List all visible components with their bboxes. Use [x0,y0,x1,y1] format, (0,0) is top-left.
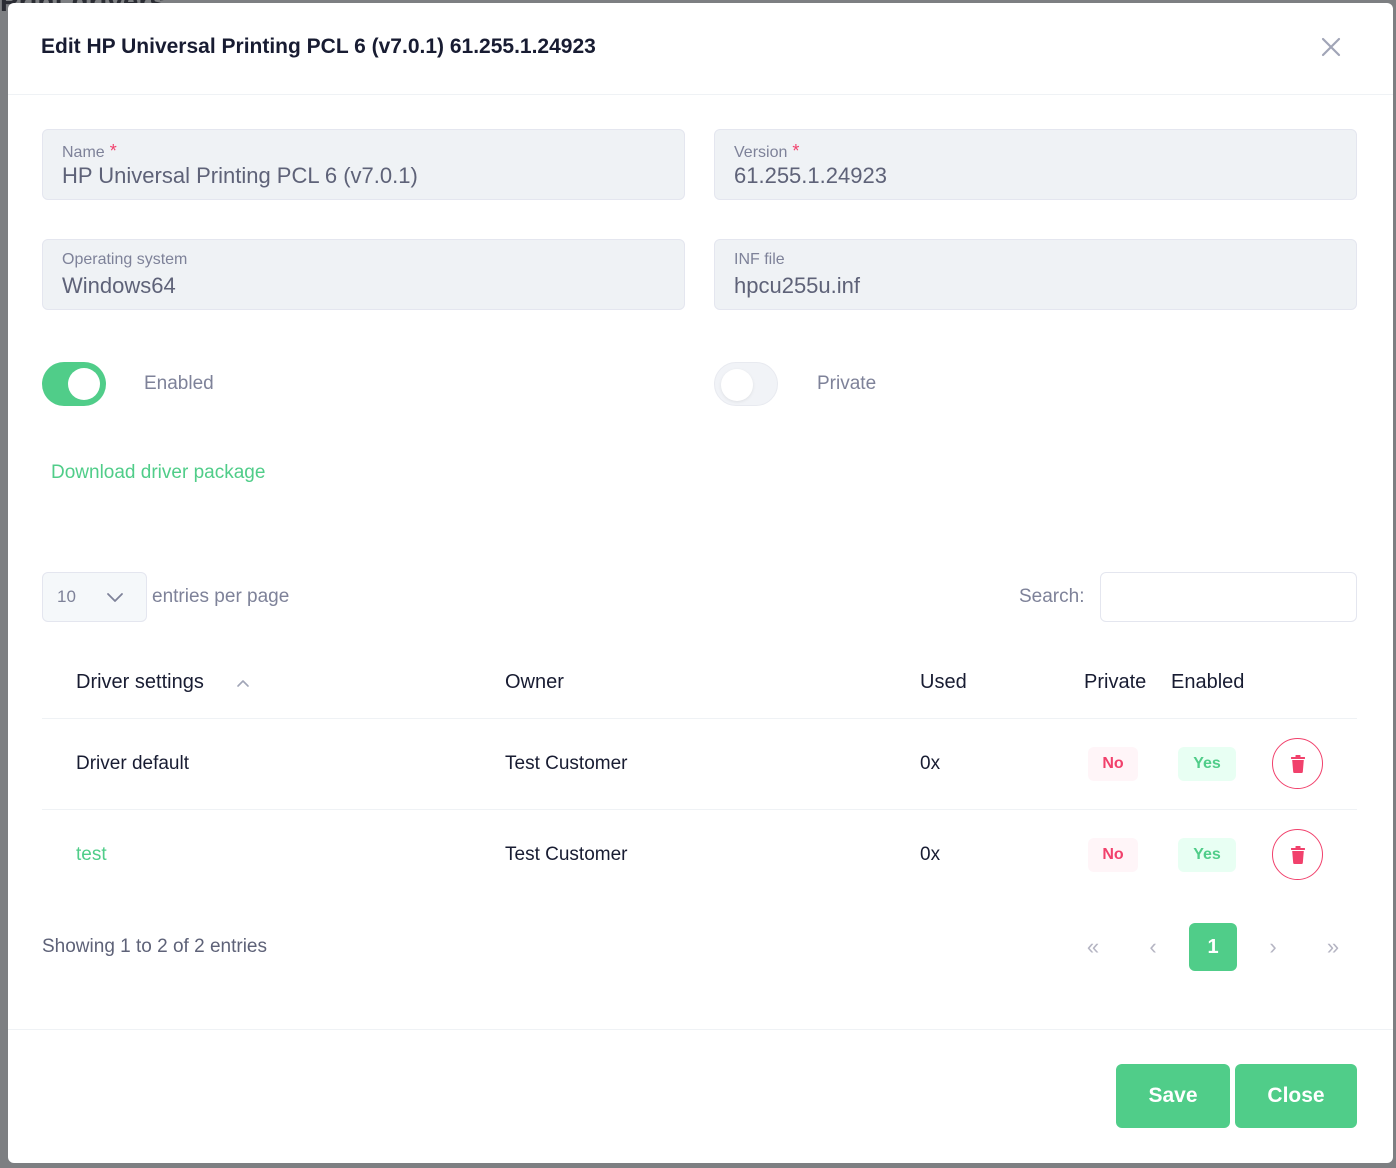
row-driver-settings-link[interactable]: test [76,844,107,865]
last-page-button[interactable]: » [1309,923,1357,971]
column-header-enabled[interactable]: Enabled [1171,671,1245,693]
search-label: Search: [1019,586,1085,607]
row-used: 0x [920,753,941,774]
previous-page-button[interactable]: ‹ [1129,923,1177,971]
download-driver-package-link[interactable]: Download driver package [51,462,266,483]
footer-divider [8,1029,1393,1030]
enabled-toggle[interactable] [42,362,106,406]
name-label: Name [62,144,105,161]
delete-button[interactable] [1272,829,1323,880]
column-header-private[interactable]: Private [1084,671,1147,693]
chevron-down-icon [107,593,123,602]
enabled-status-badge: Yes [1178,747,1236,781]
name-field[interactable]: Name * HP Universal Printing PCL 6 (v7.0.… [42,129,685,200]
column-header-driver-settings[interactable]: Driver settings [76,671,204,693]
trash-icon [1290,754,1305,773]
operating-system-label: Operating system [62,251,188,268]
enabled-label: Enabled [144,373,214,394]
double-chevron-right-icon: » [1326,934,1340,959]
version-label: Version [734,144,788,161]
column-header-used[interactable]: Used [920,671,967,693]
modal-title: Edit HP Universal Printing PCL 6 (v7.0.1… [41,35,596,58]
search-input[interactable] [1100,572,1357,622]
entries-per-page-label: entries per page [152,586,290,607]
inf-file-field[interactable]: INF file hpcu255u.inf [714,239,1357,310]
page-size-select[interactable]: 10 [42,572,147,622]
first-page-button[interactable]: « [1069,923,1117,971]
sort-ascending-icon[interactable] [236,677,250,689]
operating-system-value: Windows64 [62,273,176,298]
version-field[interactable]: Version * 61.255.1.24923 [714,129,1357,200]
close-button[interactable]: Close [1235,1064,1357,1128]
double-chevron-left-icon: « [1086,934,1100,959]
required-mark: * [109,141,117,161]
operating-system-field[interactable]: Operating system Windows64 [42,239,685,310]
trash-icon [1290,845,1305,864]
row-owner: Test Customer [505,753,628,774]
close-icon[interactable] [1317,33,1345,61]
row-owner: Test Customer [505,844,628,865]
save-button[interactable]: Save [1116,1064,1230,1128]
chevron-right-icon: › [1269,934,1277,959]
enabled-status-badge: Yes [1178,838,1236,872]
next-page-button[interactable]: › [1249,923,1297,971]
column-header-owner[interactable]: Owner [505,671,564,693]
name-value: HP Universal Printing PCL 6 (v7.0.1) [62,163,418,188]
chevron-left-icon: ‹ [1149,934,1157,959]
private-label: Private [817,373,877,394]
modal-header: Edit HP Universal Printing PCL 6 (v7.0.1… [8,3,1393,95]
table-divider [42,718,1357,719]
page-size-value: 10 [57,587,76,606]
row-used: 0x [920,844,941,865]
version-value: 61.255.1.24923 [734,163,887,188]
page-button-1[interactable]: 1 [1189,923,1237,971]
edit-driver-modal: Edit HP Universal Printing PCL 6 (v7.0.1… [8,3,1393,1163]
table-divider [42,809,1357,810]
required-mark: * [792,141,800,161]
private-toggle[interactable] [714,362,778,406]
pagination-info: Showing 1 to 2 of 2 entries [42,936,267,957]
inf-file-label: INF file [734,251,785,268]
private-status-badge: No [1088,747,1138,781]
row-driver-settings: Driver default [76,753,189,774]
delete-button[interactable] [1272,738,1323,789]
private-status-badge: No [1088,838,1138,872]
inf-file-value: hpcu255u.inf [734,273,860,298]
